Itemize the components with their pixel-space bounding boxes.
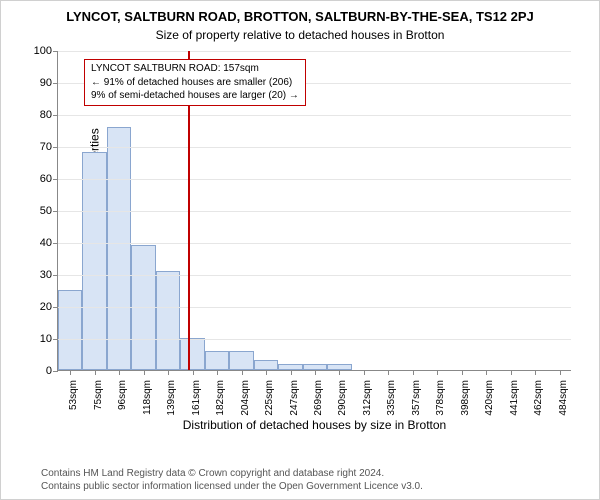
y-gridline [58, 243, 571, 244]
footer-line-1: Contains HM Land Registry data © Crown c… [41, 467, 599, 480]
x-axis-label: Distribution of detached houses by size … [58, 418, 571, 432]
y-tick-mark [53, 243, 58, 244]
y-tick-label: 50 [22, 205, 52, 217]
annotation-box: LYNCOT SALTBURN ROAD: 157sqm← 91% of det… [84, 59, 306, 106]
annotation-line: 9% of semi-detached houses are larger (2… [91, 89, 299, 103]
chart-subtitle: Size of property relative to detached ho… [1, 24, 599, 42]
y-tick-mark [53, 211, 58, 212]
y-gridline [58, 179, 571, 180]
x-tick-mark [193, 370, 194, 375]
histogram-bar [254, 360, 278, 370]
y-gridline [58, 147, 571, 148]
x-tick-mark [144, 370, 145, 375]
x-tick-mark [388, 370, 389, 375]
histogram-bar [156, 271, 180, 370]
histogram-bar [107, 127, 131, 370]
y-tick-mark [53, 339, 58, 340]
y-tick-mark [53, 51, 58, 52]
y-tick-mark [53, 115, 58, 116]
x-tick-mark [291, 370, 292, 375]
y-tick-label: 0 [22, 365, 52, 377]
annotation-line: ← 91% of detached houses are smaller (20… [91, 76, 299, 90]
chart-container: LYNCOT, SALTBURN ROAD, BROTTON, SALTBURN… [0, 0, 600, 500]
y-gridline [58, 115, 571, 116]
x-tick-mark [535, 370, 536, 375]
footer-line-2: Contains public sector information licen… [41, 480, 599, 493]
x-tick-mark [315, 370, 316, 375]
x-tick-mark [413, 370, 414, 375]
x-tick-mark [95, 370, 96, 375]
y-tick-label: 60 [22, 173, 52, 185]
y-tick-label: 40 [22, 237, 52, 249]
x-tick-mark [462, 370, 463, 375]
histogram-bar [58, 290, 82, 370]
x-tick-mark [119, 370, 120, 375]
footer: Contains HM Land Registry data © Crown c… [1, 467, 599, 493]
x-tick-mark [437, 370, 438, 375]
histogram-bar [180, 338, 204, 370]
x-tick-mark [168, 370, 169, 375]
plot-area: Number of detached properties Distributi… [57, 51, 571, 371]
x-tick-mark [339, 370, 340, 375]
y-tick-label: 70 [22, 141, 52, 153]
y-tick-label: 90 [22, 77, 52, 89]
y-gridline [58, 275, 571, 276]
y-tick-label: 80 [22, 109, 52, 121]
y-tick-mark [53, 371, 58, 372]
histogram-bar [82, 152, 106, 370]
y-tick-label: 30 [22, 269, 52, 281]
x-tick-mark [511, 370, 512, 375]
y-gridline [58, 307, 571, 308]
chart-wrap: Number of detached properties Distributi… [1, 45, 600, 440]
y-tick-label: 10 [22, 333, 52, 345]
chart-title: LYNCOT, SALTBURN ROAD, BROTTON, SALTBURN… [1, 1, 599, 24]
x-tick-mark [486, 370, 487, 375]
x-tick-mark [266, 370, 267, 375]
y-gridline [58, 211, 571, 212]
annotation-line: LYNCOT SALTBURN ROAD: 157sqm [91, 62, 299, 76]
y-tick-mark [53, 147, 58, 148]
histogram-bar [205, 351, 229, 370]
y-tick-mark [53, 275, 58, 276]
x-tick-mark [217, 370, 218, 375]
y-tick-mark [53, 179, 58, 180]
x-tick-mark [242, 370, 243, 375]
y-gridline [58, 51, 571, 52]
y-gridline [58, 339, 571, 340]
histogram-bar [229, 351, 253, 370]
y-tick-mark [53, 307, 58, 308]
y-tick-mark [53, 83, 58, 84]
x-tick-mark [560, 370, 561, 375]
x-tick-mark [70, 370, 71, 375]
y-tick-label: 20 [22, 301, 52, 313]
x-tick-mark [364, 370, 365, 375]
y-tick-label: 100 [22, 45, 52, 57]
